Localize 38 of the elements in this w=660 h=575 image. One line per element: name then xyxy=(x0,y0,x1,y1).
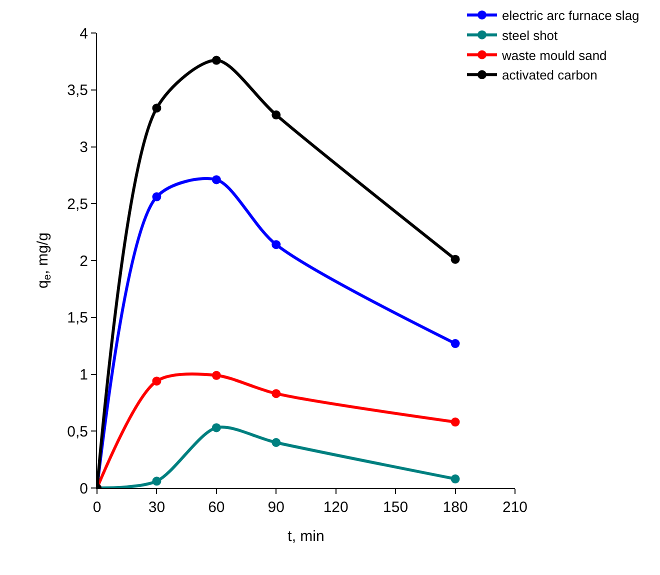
y-tick-label: 0,5 xyxy=(67,423,88,440)
point xyxy=(272,110,281,120)
x-tick-label: 30 xyxy=(148,499,166,516)
legend-label: waste mould sand xyxy=(501,48,607,63)
y-tick-label: 0 xyxy=(80,480,88,498)
point xyxy=(212,423,221,432)
x-tick-label: 150 xyxy=(383,499,408,516)
x-tick-label: 0 xyxy=(92,499,102,516)
x-tick-label: 90 xyxy=(268,499,284,516)
point xyxy=(212,370,221,380)
y-tick-label: 3,5 xyxy=(67,82,88,100)
y-tick-label: 2 xyxy=(80,252,88,270)
point xyxy=(272,240,281,250)
point xyxy=(152,104,162,113)
legend-label: activated carbon xyxy=(502,68,598,83)
point xyxy=(152,476,162,486)
x-tick-label: 210 xyxy=(502,499,528,516)
point xyxy=(212,56,221,65)
x-tick-label: 180 xyxy=(442,499,468,516)
y-tick-label: 1 xyxy=(80,366,88,384)
y-tick-label: 1,5 xyxy=(67,310,88,327)
point xyxy=(450,254,460,264)
point xyxy=(152,192,162,202)
y-tick-label: 2,5 xyxy=(67,196,88,213)
y-tick-label: 4 xyxy=(80,25,88,42)
point xyxy=(272,389,281,398)
x-tick-label: 120 xyxy=(323,499,348,516)
x-axis-title: t, min xyxy=(288,528,324,545)
legend-label: electric arc furnace slag xyxy=(502,8,640,24)
point xyxy=(450,339,460,348)
point xyxy=(152,376,162,386)
legend-label: steel shot xyxy=(502,28,558,43)
point xyxy=(212,175,221,184)
point xyxy=(272,438,281,447)
point xyxy=(450,474,460,484)
x-tick-label: 60 xyxy=(208,499,225,516)
y-tick-label: 3 xyxy=(80,139,88,156)
point xyxy=(450,418,460,427)
